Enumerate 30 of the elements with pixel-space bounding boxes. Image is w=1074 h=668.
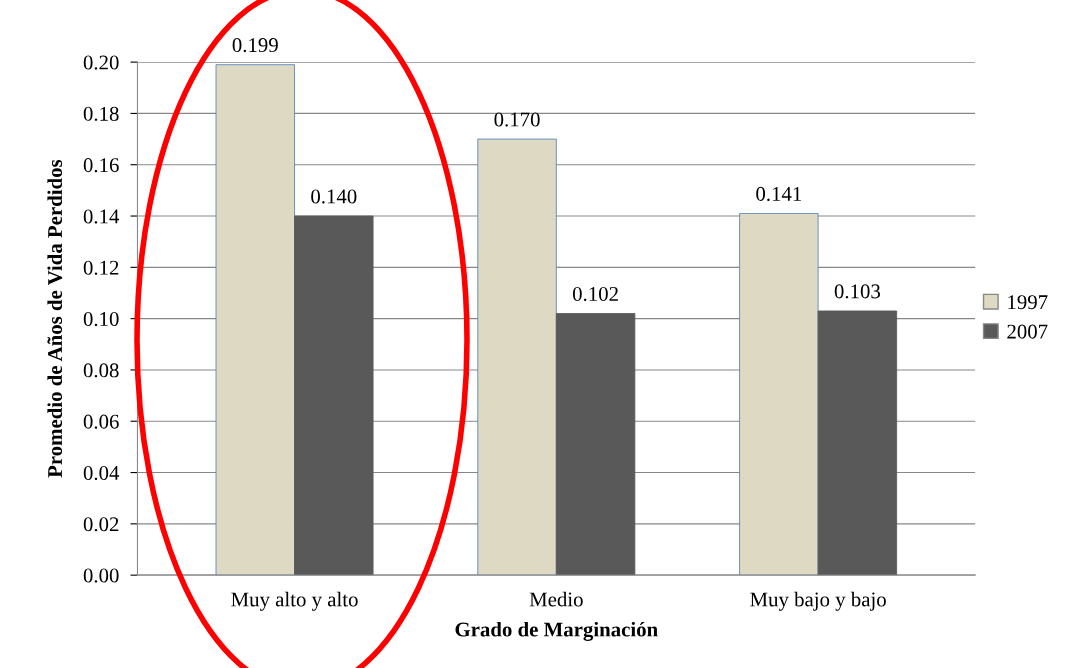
y-tick-label: 0.06 — [83, 414, 119, 429]
y-tick-label: 0.02 — [83, 517, 119, 532]
data-label: 0.141 — [756, 186, 802, 201]
data-label: 0.140 — [311, 189, 357, 204]
x-tick-label: Medio — [529, 591, 583, 607]
data-label: 0.103 — [834, 284, 881, 299]
data-label: 0.199 — [232, 38, 278, 53]
x-axis-title: Grado de Marginación — [455, 621, 658, 641]
y-tick-label: 0.16 — [83, 158, 119, 173]
bar — [294, 215, 374, 576]
y-tick-label: 0.20 — [83, 55, 119, 70]
x-tick-label: Muy alto y alto — [231, 591, 358, 611]
data-label: 0.170 — [494, 112, 540, 127]
bar — [555, 313, 636, 576]
bar — [739, 213, 819, 576]
y-tick-label: 0.04 — [83, 465, 120, 481]
y-tick-label: 0.08 — [83, 363, 119, 378]
legend-label: 1997 — [1008, 295, 1048, 310]
bar — [817, 310, 898, 576]
y-tick-label: 0.12 — [83, 260, 119, 275]
y-axis-title: Promedio de Años de Vida Perdidos — [47, 159, 63, 478]
y-tick-label: 0.10 — [83, 312, 119, 327]
x-tick-label: Muy bajo y bajo — [750, 591, 886, 611]
y-tick-label: 0.00 — [83, 568, 119, 583]
legend-label: 2007 — [1007, 324, 1048, 339]
y-tick-label: 0.18 — [83, 106, 119, 121]
y-tick-label: 0.14 — [83, 209, 120, 224]
bar — [215, 64, 295, 576]
data-label: 0.102 — [572, 286, 618, 302]
bar — [477, 138, 557, 576]
